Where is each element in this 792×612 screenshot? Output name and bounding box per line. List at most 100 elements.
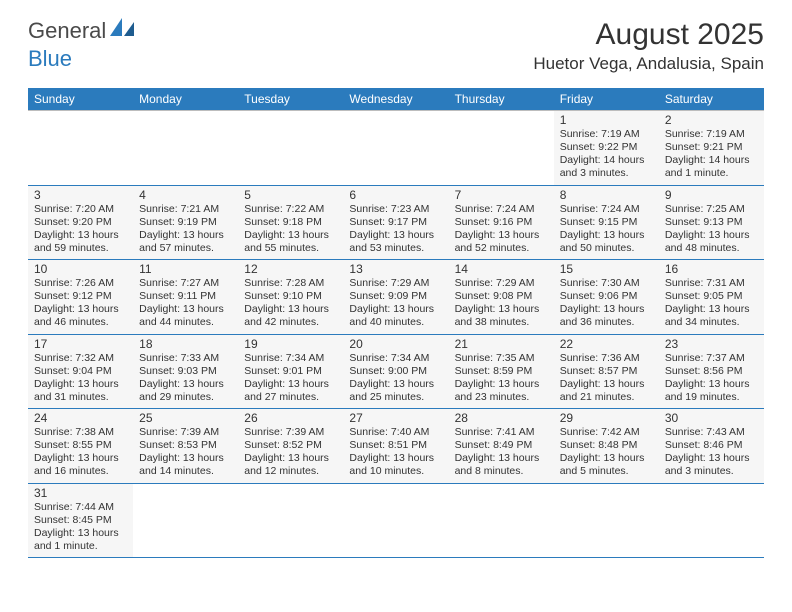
sunrise-text: Sunrise: 7:31 AM bbox=[665, 277, 758, 290]
sunrise-text: Sunrise: 7:20 AM bbox=[34, 203, 127, 216]
sunrise-text: Sunrise: 7:42 AM bbox=[560, 426, 653, 439]
sunrise-text: Sunrise: 7:34 AM bbox=[244, 352, 337, 365]
sunrise-text: Sunrise: 7:29 AM bbox=[455, 277, 548, 290]
calendar-day-cell: 6Sunrise: 7:23 AMSunset: 9:17 PMDaylight… bbox=[343, 185, 448, 260]
day-number: 1 bbox=[560, 113, 653, 127]
daylight-text: Daylight: 14 hours and 3 minutes. bbox=[560, 154, 653, 180]
day-number: 17 bbox=[34, 337, 127, 351]
sunset-text: Sunset: 9:08 PM bbox=[455, 290, 548, 303]
sunset-text: Sunset: 9:21 PM bbox=[665, 141, 758, 154]
sunrise-text: Sunrise: 7:39 AM bbox=[139, 426, 232, 439]
sunset-text: Sunset: 8:52 PM bbox=[244, 439, 337, 452]
daylight-text: Daylight: 13 hours and 8 minutes. bbox=[455, 452, 548, 478]
calendar-day-cell: 17Sunrise: 7:32 AMSunset: 9:04 PMDayligh… bbox=[28, 334, 133, 409]
calendar-day-cell: 21Sunrise: 7:35 AMSunset: 8:59 PMDayligh… bbox=[449, 334, 554, 409]
location: Huetor Vega, Andalusia, Spain bbox=[533, 54, 764, 74]
sunset-text: Sunset: 8:46 PM bbox=[665, 439, 758, 452]
daylight-text: Daylight: 13 hours and 31 minutes. bbox=[34, 378, 127, 404]
day-number: 12 bbox=[244, 262, 337, 276]
sunrise-text: Sunrise: 7:27 AM bbox=[139, 277, 232, 290]
day-number: 7 bbox=[455, 188, 548, 202]
calendar-day-cell: 15Sunrise: 7:30 AMSunset: 9:06 PMDayligh… bbox=[554, 260, 659, 335]
calendar-empty-cell bbox=[238, 483, 343, 558]
calendar-day-cell: 2Sunrise: 7:19 AMSunset: 9:21 PMDaylight… bbox=[659, 111, 764, 186]
month-title: August 2025 bbox=[533, 18, 764, 52]
sunrise-text: Sunrise: 7:30 AM bbox=[560, 277, 653, 290]
calendar-week-row: 3Sunrise: 7:20 AMSunset: 9:20 PMDaylight… bbox=[28, 185, 764, 260]
day-number: 23 bbox=[665, 337, 758, 351]
sunset-text: Sunset: 9:05 PM bbox=[665, 290, 758, 303]
sunrise-text: Sunrise: 7:34 AM bbox=[349, 352, 442, 365]
calendar-day-cell: 25Sunrise: 7:39 AMSunset: 8:53 PMDayligh… bbox=[133, 409, 238, 484]
calendar-empty-cell bbox=[659, 483, 764, 558]
sunset-text: Sunset: 9:10 PM bbox=[244, 290, 337, 303]
calendar-day-cell: 13Sunrise: 7:29 AMSunset: 9:09 PMDayligh… bbox=[343, 260, 448, 335]
day-number: 30 bbox=[665, 411, 758, 425]
daylight-text: Daylight: 13 hours and 25 minutes. bbox=[349, 378, 442, 404]
sunrise-text: Sunrise: 7:39 AM bbox=[244, 426, 337, 439]
daylight-text: Daylight: 13 hours and 16 minutes. bbox=[34, 452, 127, 478]
daylight-text: Daylight: 13 hours and 3 minutes. bbox=[665, 452, 758, 478]
calendar-empty-cell bbox=[449, 111, 554, 186]
calendar-day-cell: 23Sunrise: 7:37 AMSunset: 8:56 PMDayligh… bbox=[659, 334, 764, 409]
day-number: 9 bbox=[665, 188, 758, 202]
sunset-text: Sunset: 9:17 PM bbox=[349, 216, 442, 229]
sunrise-text: Sunrise: 7:38 AM bbox=[34, 426, 127, 439]
day-number: 6 bbox=[349, 188, 442, 202]
day-header: Sunday bbox=[28, 88, 133, 111]
sunrise-text: Sunrise: 7:33 AM bbox=[139, 352, 232, 365]
sunrise-text: Sunrise: 7:19 AM bbox=[665, 128, 758, 141]
daylight-text: Daylight: 13 hours and 12 minutes. bbox=[244, 452, 337, 478]
day-number: 31 bbox=[34, 486, 127, 500]
day-number: 5 bbox=[244, 188, 337, 202]
day-number: 19 bbox=[244, 337, 337, 351]
sunset-text: Sunset: 8:57 PM bbox=[560, 365, 653, 378]
calendar-day-cell: 16Sunrise: 7:31 AMSunset: 9:05 PMDayligh… bbox=[659, 260, 764, 335]
calendar-week-row: 17Sunrise: 7:32 AMSunset: 9:04 PMDayligh… bbox=[28, 334, 764, 409]
daylight-text: Daylight: 13 hours and 23 minutes. bbox=[455, 378, 548, 404]
day-number: 21 bbox=[455, 337, 548, 351]
calendar-empty-cell bbox=[133, 483, 238, 558]
day-number: 8 bbox=[560, 188, 653, 202]
title-block: August 2025 Huetor Vega, Andalusia, Spai… bbox=[533, 18, 764, 74]
daylight-text: Daylight: 13 hours and 29 minutes. bbox=[139, 378, 232, 404]
daylight-text: Daylight: 13 hours and 10 minutes. bbox=[349, 452, 442, 478]
calendar-day-cell: 24Sunrise: 7:38 AMSunset: 8:55 PMDayligh… bbox=[28, 409, 133, 484]
day-number: 11 bbox=[139, 262, 232, 276]
day-number: 25 bbox=[139, 411, 232, 425]
day-number: 15 bbox=[560, 262, 653, 276]
calendar-day-cell: 4Sunrise: 7:21 AMSunset: 9:19 PMDaylight… bbox=[133, 185, 238, 260]
day-number: 29 bbox=[560, 411, 653, 425]
day-number: 28 bbox=[455, 411, 548, 425]
daylight-text: Daylight: 13 hours and 52 minutes. bbox=[455, 229, 548, 255]
daylight-text: Daylight: 13 hours and 50 minutes. bbox=[560, 229, 653, 255]
calendar-day-cell: 11Sunrise: 7:27 AMSunset: 9:11 PMDayligh… bbox=[133, 260, 238, 335]
sunrise-text: Sunrise: 7:41 AM bbox=[455, 426, 548, 439]
day-number: 27 bbox=[349, 411, 442, 425]
calendar-day-cell: 30Sunrise: 7:43 AMSunset: 8:46 PMDayligh… bbox=[659, 409, 764, 484]
calendar-table: SundayMondayTuesdayWednesdayThursdayFrid… bbox=[28, 88, 764, 558]
calendar-day-cell: 18Sunrise: 7:33 AMSunset: 9:03 PMDayligh… bbox=[133, 334, 238, 409]
sunrise-text: Sunrise: 7:22 AM bbox=[244, 203, 337, 216]
sunset-text: Sunset: 9:20 PM bbox=[34, 216, 127, 229]
daylight-text: Daylight: 13 hours and 55 minutes. bbox=[244, 229, 337, 255]
sunrise-text: Sunrise: 7:28 AM bbox=[244, 277, 337, 290]
calendar-day-cell: 1Sunrise: 7:19 AMSunset: 9:22 PMDaylight… bbox=[554, 111, 659, 186]
sunrise-text: Sunrise: 7:32 AM bbox=[34, 352, 127, 365]
calendar-empty-cell bbox=[343, 483, 448, 558]
calendar-week-row: 24Sunrise: 7:38 AMSunset: 8:55 PMDayligh… bbox=[28, 409, 764, 484]
daylight-text: Daylight: 13 hours and 53 minutes. bbox=[349, 229, 442, 255]
day-header: Thursday bbox=[449, 88, 554, 111]
sunset-text: Sunset: 9:03 PM bbox=[139, 365, 232, 378]
calendar-day-cell: 19Sunrise: 7:34 AMSunset: 9:01 PMDayligh… bbox=[238, 334, 343, 409]
sunrise-text: Sunrise: 7:23 AM bbox=[349, 203, 442, 216]
daylight-text: Daylight: 13 hours and 48 minutes. bbox=[665, 229, 758, 255]
calendar-day-cell: 26Sunrise: 7:39 AMSunset: 8:52 PMDayligh… bbox=[238, 409, 343, 484]
calendar-empty-cell bbox=[343, 111, 448, 186]
daylight-text: Daylight: 13 hours and 36 minutes. bbox=[560, 303, 653, 329]
calendar-day-cell: 27Sunrise: 7:40 AMSunset: 8:51 PMDayligh… bbox=[343, 409, 448, 484]
calendar-empty-cell bbox=[238, 111, 343, 186]
day-header: Monday bbox=[133, 88, 238, 111]
daylight-text: Daylight: 13 hours and 38 minutes. bbox=[455, 303, 548, 329]
calendar-empty-cell bbox=[28, 111, 133, 186]
